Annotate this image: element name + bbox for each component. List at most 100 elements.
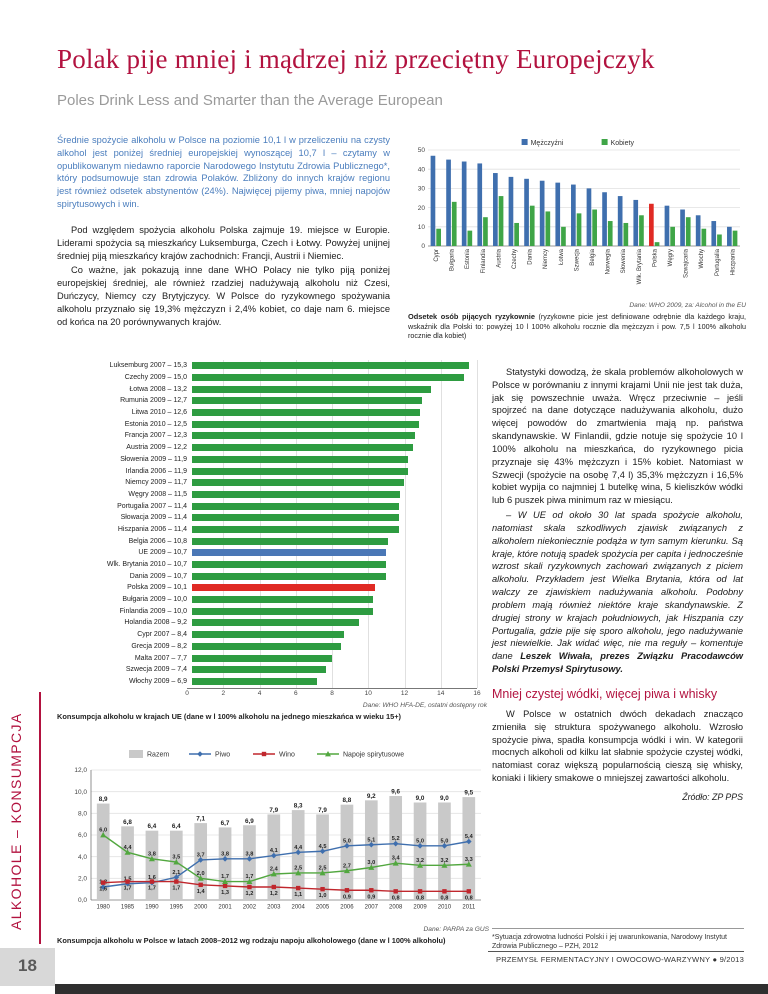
eu-axis-tick: 10 (364, 689, 372, 697)
risky-drinking-chart: 0 10 20 30 40 50 Cypr Bułgaria Estonia Finlandia A… (408, 138, 746, 301)
poland-chart-svg: 0,0 2,0 4,0 6,0 8,0 10,0 12,0 8,9 1980 6,8 1985 6,4… (74, 750, 481, 911)
svg-text:3,5: 3,5 (172, 855, 180, 861)
eu-bar-label: Słowenia 2009 – 11,9 (120, 455, 187, 463)
quote-attribution: Leszek Wiwała, prezes Związku Pracodawcó… (492, 651, 743, 675)
svg-text:3,2: 3,2 (416, 858, 424, 864)
eu-bar-row: Wlk. Brytania 2010 – 10,7 (57, 559, 487, 571)
page-number-box (0, 948, 55, 986)
svg-text:Finlandia: Finlandia (481, 248, 487, 273)
svg-text:4,0: 4,0 (78, 854, 87, 861)
eu-bar-label: Grecja 2009 – 8,2 (131, 642, 187, 650)
eu-bar (192, 619, 359, 627)
svg-text:3,8: 3,8 (148, 851, 156, 857)
svg-text:5,0: 5,0 (343, 838, 351, 844)
eu-axis-tick: 16 (473, 689, 481, 697)
eu-gridline (440, 360, 442, 688)
eu-bar (192, 654, 332, 662)
svg-text:7,9: 7,9 (318, 807, 327, 814)
eu-gridline (332, 360, 333, 688)
svg-text:6,4: 6,4 (148, 823, 157, 830)
svg-text:Niemcy: Niemcy (543, 249, 549, 269)
svg-text:1990: 1990 (145, 905, 159, 911)
svg-text:2008: 2008 (389, 905, 403, 911)
poland-consumption-chart-block: 0,0 2,0 4,0 6,0 8,0 10,0 12,0 8,9 1980 6,8 1985 6,4… (57, 748, 489, 946)
svg-text:3,2: 3,2 (441, 858, 449, 864)
svg-text:2,5: 2,5 (319, 865, 327, 871)
svg-text:2,0: 2,0 (197, 871, 205, 877)
eu-bar-label: Austria 2009 – 12,2 (126, 444, 187, 452)
eu-bar-label: Szwecja 2009 – 7,4 (125, 666, 187, 674)
eu-bar-label: Francja 2007 – 12,3 (124, 432, 187, 440)
svg-text:Napoje spirytusowe: Napoje spirytusowe (343, 752, 404, 759)
chart-caption: Konsumpcja alkoholu w krajach UE (dane w… (57, 712, 487, 722)
svg-text:Szwecja: Szwecja (574, 248, 580, 271)
page-edge-strip (55, 984, 768, 994)
svg-text:Kobiety: Kobiety (611, 140, 635, 147)
svg-text:0,0: 0,0 (78, 897, 87, 904)
svg-text:9,0: 9,0 (440, 795, 449, 802)
eu-bar-label: Luksemburg 2007 – 15,3 (109, 362, 187, 370)
svg-text:6,8: 6,8 (123, 819, 132, 826)
svg-text:3,4: 3,4 (392, 856, 401, 862)
svg-text:30: 30 (418, 186, 426, 193)
eu-bar (192, 444, 414, 452)
svg-text:1,6: 1,6 (148, 875, 156, 881)
svg-text:1,2: 1,2 (270, 891, 278, 897)
svg-text:Węgry: Węgry (668, 249, 674, 266)
footnote: *Sytuacja zdrowotna ludności Polski i je… (492, 928, 744, 952)
svg-text:2007: 2007 (365, 905, 379, 911)
svg-text:4,4: 4,4 (124, 845, 133, 851)
svg-text:2009: 2009 (413, 905, 427, 911)
chart-source: Dane: PARPA za GUS (423, 926, 489, 933)
svg-text:1,7: 1,7 (124, 886, 132, 892)
svg-text:20: 20 (418, 205, 426, 212)
svg-text:2002: 2002 (243, 905, 257, 911)
svg-text:Austria: Austria (496, 248, 502, 267)
eu-bar-label: Malta 2007 – 7,7 (134, 654, 187, 662)
eu-bar-row: Hiszpania 2006 – 11,4 (57, 524, 487, 536)
eu-x-axis (187, 687, 477, 689)
svg-text:Szwajcaria: Szwajcaria (684, 248, 690, 278)
eu-bar (192, 467, 408, 475)
eu-bar-label: Holandia 2008 – 9,2 (124, 619, 187, 627)
svg-text:6,9: 6,9 (245, 818, 254, 825)
eu-bar (192, 479, 405, 487)
page-number: 18 (18, 956, 37, 975)
eu-bar-row: Bułgaria 2009 – 10,0 (57, 594, 487, 606)
eu-bar-row: Szwecja 2009 – 7,4 (57, 664, 487, 676)
svg-text:1,7: 1,7 (172, 886, 180, 892)
svg-text:Słowenia: Słowenia (621, 248, 627, 273)
svg-text:2,0: 2,0 (78, 876, 87, 883)
svg-text:6,0: 6,0 (78, 832, 87, 839)
eu-gridline (404, 360, 406, 688)
svg-text:10: 10 (418, 224, 426, 231)
svg-text:2000: 2000 (194, 905, 208, 911)
svg-text:3,7: 3,7 (197, 852, 205, 858)
svg-text:Estonia: Estonia (465, 248, 471, 269)
eu-bar-row: Rumunia 2009 – 12,7 (57, 395, 487, 407)
eu-bar-label: Rumunia 2009 – 12,7 (120, 397, 187, 405)
svg-text:6,7: 6,7 (221, 820, 230, 827)
svg-text:2003: 2003 (267, 905, 281, 911)
svg-text:Polska: Polska (652, 248, 658, 267)
svg-text:1,4: 1,4 (197, 889, 206, 895)
chart-caption: Konsumpcja alkoholu w Polsce w latach 20… (57, 936, 489, 946)
svg-text:5,1: 5,1 (367, 837, 375, 843)
svg-text:4,1: 4,1 (270, 848, 278, 854)
eu-gridline (223, 360, 225, 688)
svg-text:2,4: 2,4 (270, 867, 279, 873)
svg-text:0,8: 0,8 (392, 895, 400, 901)
svg-text:2001: 2001 (218, 905, 232, 911)
right-column: Statystyki dowodzą, że skala problemów a… (492, 366, 743, 803)
eu-bar-label: Estonia 2010 – 12,5 (124, 420, 187, 428)
svg-text:Wino: Wino (279, 752, 295, 759)
svg-text:1995: 1995 (170, 905, 184, 911)
chart-caption: Odsetek osób pijących ryzykownie (ryzyko… (408, 312, 746, 340)
svg-text:1,6: 1,6 (99, 887, 107, 893)
eu-bar-row: Austria 2009 – 12,2 (57, 442, 487, 454)
section-subheading: Mniej czystej wódki, więcej piwa i whisk… (492, 686, 718, 701)
eu-bar (192, 374, 464, 382)
eu-bar-row: Węgry 2008 – 11,5 (57, 489, 487, 501)
eu-bar (192, 642, 341, 650)
svg-text:1,7: 1,7 (246, 874, 254, 880)
